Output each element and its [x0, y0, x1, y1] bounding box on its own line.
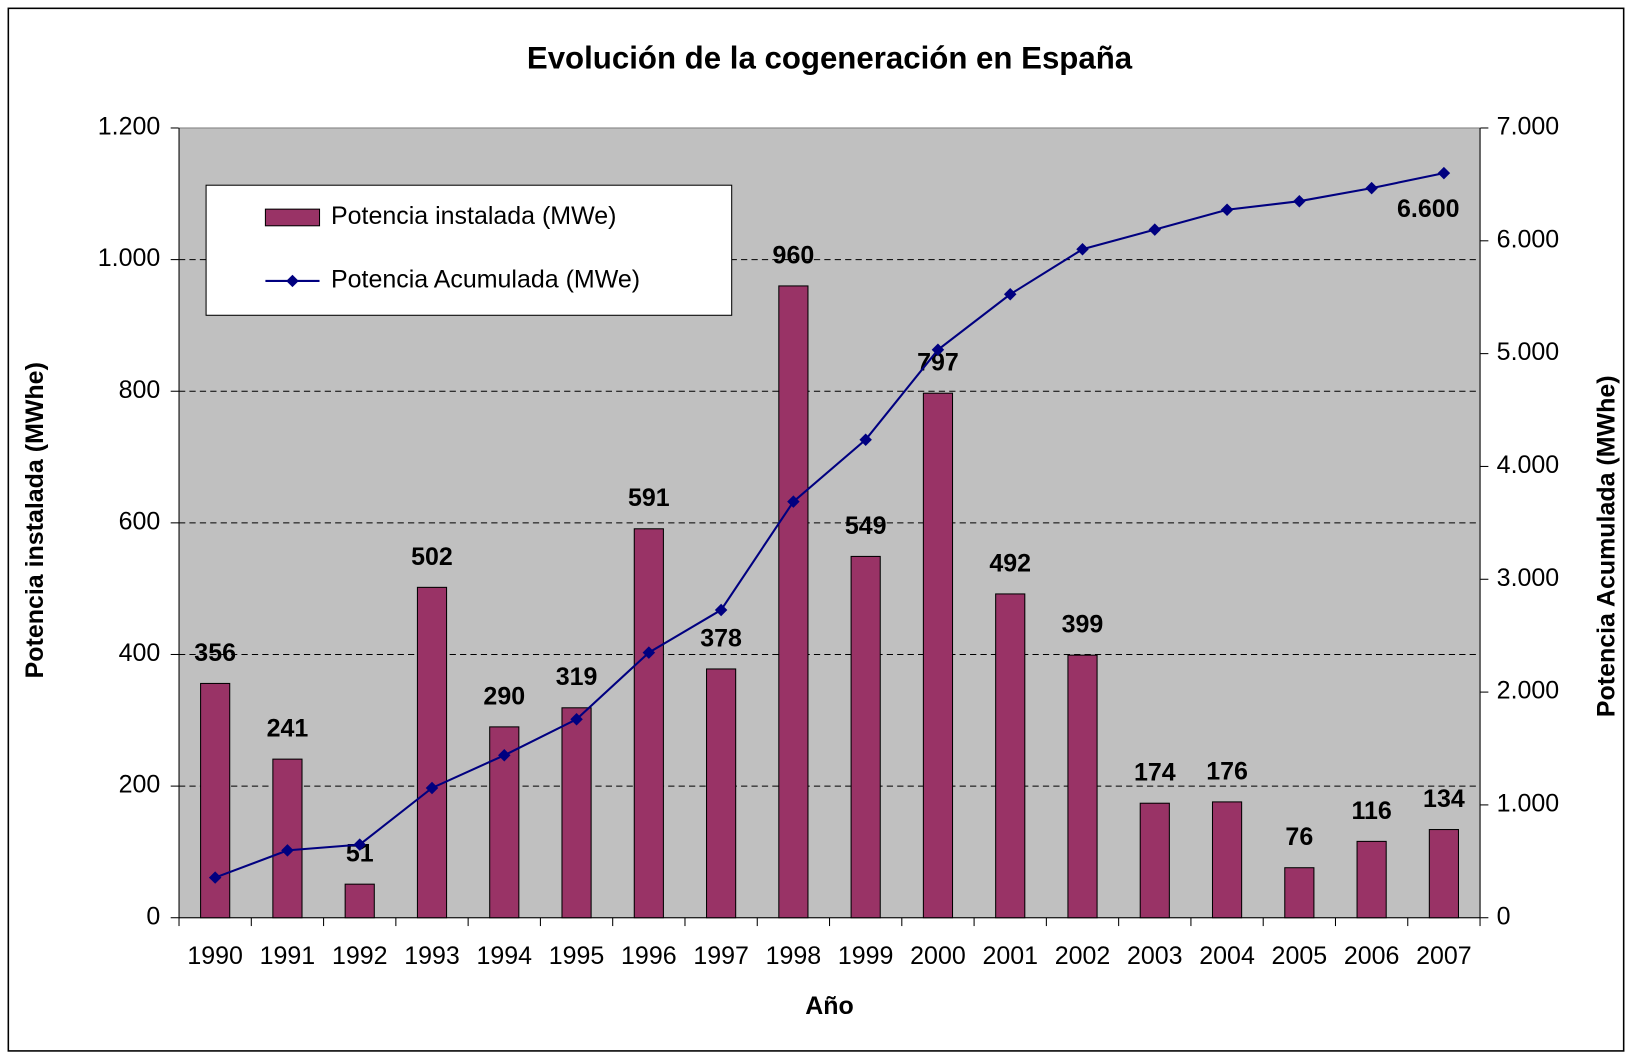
bar-value-label: 591 — [628, 484, 670, 512]
bar-value-label: 174 — [1134, 759, 1176, 787]
x-tick-label: 1998 — [766, 942, 822, 970]
bar-value-label: 319 — [556, 663, 598, 691]
line-marker — [931, 343, 945, 357]
x-tick-label: 1992 — [332, 942, 388, 970]
line-marker — [498, 749, 511, 762]
y2-tick-label: 3.000 — [1497, 564, 1559, 592]
bar — [416, 586, 448, 919]
x-tick-label: 1997 — [693, 942, 749, 970]
line-marker — [208, 871, 222, 884]
line — [214, 172, 1445, 879]
x-tick-label: 2005 — [1272, 942, 1328, 970]
bar — [272, 758, 303, 919]
y2-tick-label: 6.000 — [1497, 225, 1559, 253]
bar-value-label: 356 — [194, 639, 236, 667]
bar-value-label: 290 — [483, 682, 525, 710]
legend-box — [205, 184, 733, 316]
bar — [922, 392, 954, 919]
x-tick-label: 1990 — [187, 942, 243, 970]
chart-title: Evolución de la cogeneración en España — [527, 41, 1133, 76]
bar-value-label: 176 — [1206, 757, 1248, 785]
line-value-label: 6.600 — [1397, 195, 1459, 223]
bar — [1139, 802, 1170, 919]
line-marker — [1003, 288, 1017, 301]
bar — [1211, 801, 1243, 919]
x-tick-label: 1993 — [404, 942, 460, 970]
y2-tick-label: 7.000 — [1497, 113, 1559, 141]
x-tick-label: 1999 — [838, 942, 894, 970]
bar — [1284, 867, 1315, 919]
bar-value-label: 116 — [1351, 797, 1391, 825]
legend-swatch — [264, 208, 321, 227]
x-tick-label: 1996 — [621, 942, 677, 970]
legend-label: Potencia instalada (MWe) — [331, 202, 616, 230]
bar-value-label: 241 — [267, 715, 309, 743]
x-tick-label: 1991 — [260, 942, 316, 970]
bar-value-label: 502 — [411, 543, 453, 571]
y-tick-label: 0 — [146, 902, 160, 930]
y2-tick-label: 1.000 — [1497, 790, 1559, 818]
x-tick-label: 2004 — [1199, 942, 1255, 970]
bar-value-label: 399 — [1062, 611, 1104, 639]
line-marker — [1148, 223, 1162, 236]
bar-value-label: 492 — [989, 549, 1031, 577]
bar — [706, 668, 737, 919]
x-tick-label: 2006 — [1344, 942, 1400, 970]
line-marker — [425, 781, 439, 795]
y2-tick-label: 5.000 — [1497, 338, 1559, 366]
bar-value-label: 76 — [1285, 823, 1313, 851]
y2-tick-label: 4.000 — [1497, 451, 1559, 479]
x-tick-label: 2000 — [910, 942, 966, 970]
bar — [995, 593, 1026, 919]
line-marker — [1220, 203, 1234, 217]
y2-tick-label: 0 — [1497, 902, 1511, 930]
y-tick-label: 1.200 — [98, 113, 160, 141]
bar — [561, 707, 592, 919]
line-marker — [787, 495, 800, 508]
y-tick-label: 800 — [119, 376, 161, 404]
x-tick-label: 1995 — [549, 942, 605, 970]
x-tick-label: 1994 — [476, 942, 532, 970]
bar-value-label: 960 — [773, 241, 815, 269]
line-marker — [859, 433, 872, 446]
bar-value-label: 378 — [700, 624, 742, 652]
bar — [778, 285, 809, 919]
bar-value-label: 549 — [845, 512, 887, 540]
bar — [633, 528, 664, 919]
bar — [344, 883, 375, 919]
y-tick-label: 1.000 — [98, 244, 160, 272]
y-tick-label: 400 — [119, 639, 161, 667]
x-tick-label: 2001 — [982, 942, 1038, 970]
y-tick-label: 600 — [119, 507, 161, 535]
bar — [1428, 829, 1459, 919]
bar — [850, 555, 881, 919]
line-marker — [714, 603, 728, 617]
x-axis-title: Año — [805, 992, 854, 1020]
y2-axis-title: Potencia Acumulada (MWhe) — [1593, 375, 1621, 717]
x-tick-label: 2003 — [1127, 942, 1183, 970]
bar-value-label: 134 — [1423, 785, 1465, 813]
line-marker — [1437, 166, 1451, 180]
y2-tick-label: 2.000 — [1497, 677, 1559, 705]
legend-label: Potencia Acumulada (MWe) — [331, 266, 640, 294]
line-marker — [1365, 181, 1378, 195]
x-tick-label: 2002 — [1055, 942, 1111, 970]
y-tick-label: 200 — [119, 771, 161, 799]
y-axis-title: Potencia instalada (MWhe) — [21, 362, 49, 678]
bar — [1356, 840, 1387, 919]
x-tick-label: 2007 — [1416, 942, 1472, 970]
bar — [1067, 654, 1098, 919]
